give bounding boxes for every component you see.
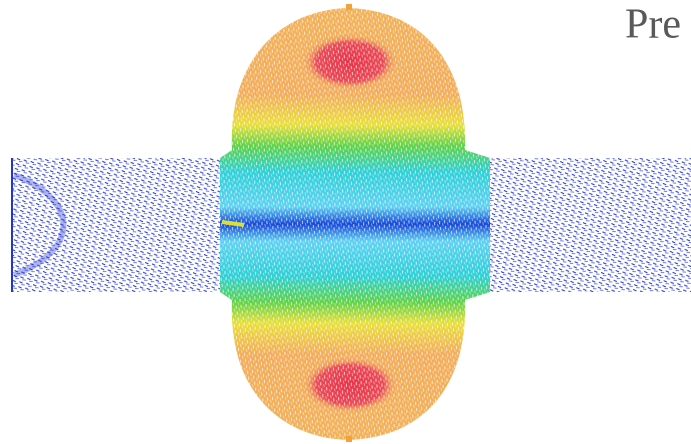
bottom-tip <box>346 436 352 442</box>
page: {"header": {"title": "Pre"}} <box>0 0 691 444</box>
chamber-texture <box>215 0 495 444</box>
title: Pre <box>625 2 681 48</box>
top-tip <box>346 4 352 10</box>
chamber <box>215 0 495 444</box>
flow-visualization: Pre <box>0 0 691 444</box>
